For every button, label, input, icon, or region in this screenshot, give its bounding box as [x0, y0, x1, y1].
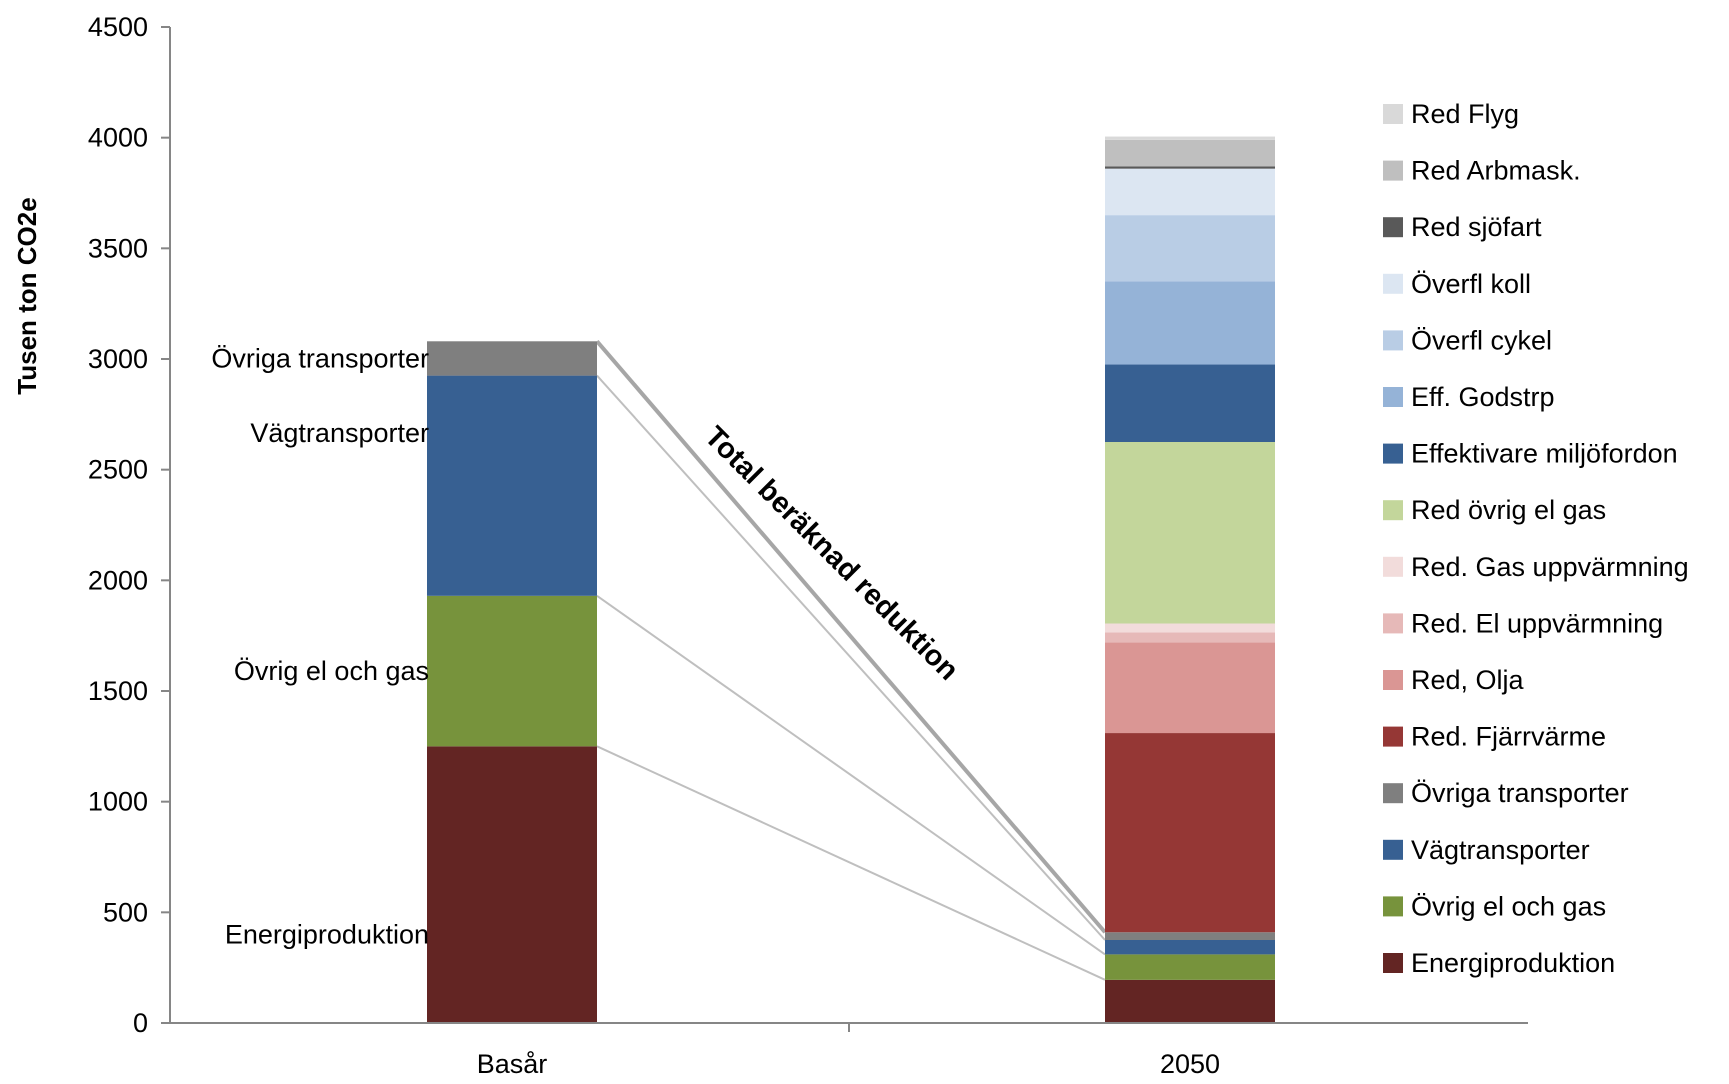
legend-swatch-red-el-uppvarmning [1383, 613, 1403, 634]
legend-swatch-red-sjofart [1383, 217, 1403, 238]
legend-label-red-gas-uppvarmning: Red. Gas uppvärmning [1411, 552, 1689, 582]
bar-segment-2050-red-el-uppvarmning [1105, 632, 1275, 643]
y-axis-label: Tusen ton CO2e [12, 197, 42, 394]
legend: Red Flyg Red Arbmask. Red sjöfart Överfl ko… [1383, 99, 1689, 978]
y-tick-label: 4000 [88, 123, 148, 153]
legend-label-red-flyg: Red Flyg [1411, 99, 1519, 129]
total-reduction-line [595, 339, 1107, 934]
bar-segment-2050-vagtransporter [1105, 940, 1275, 955]
legend-swatch-overfl-cykel [1383, 330, 1403, 351]
legend-label-red-fjarrvarme: Red. Fjärrvärme [1411, 722, 1606, 752]
legend-label-red-sjofart: Red sjöfart [1411, 212, 1542, 242]
connector-line [596, 595, 1106, 956]
bar-segment-2050-overfl-koll [1105, 168, 1275, 216]
y-tick-label: 3500 [88, 233, 148, 263]
bar-segment-2050-red-sjofart [1105, 166, 1275, 169]
bar-segment-basar-ovrig-el-och-gas [427, 595, 597, 747]
legend-swatch-red-arbmask [1383, 160, 1403, 181]
legend-label-overfl-koll: Överfl koll [1411, 269, 1531, 299]
bar-segment-basar-energiproduktion [427, 746, 597, 1023]
bar-segment-2050-eff-godstrp [1105, 281, 1275, 365]
legend-swatch-overfl-koll [1383, 273, 1403, 294]
legend-swatch-energiproduktion [1383, 953, 1403, 973]
y-tick-label: 2000 [88, 565, 148, 595]
connector-line [596, 374, 1106, 941]
reduction-annotation: Total beräknad reduktion [698, 421, 964, 687]
legend-label-ovrig-el-och-gas: Övrig el och gas [1411, 891, 1606, 921]
legend-label-vagtransporter: Vägtransporter [1411, 835, 1590, 865]
y-tick-label: 4500 [88, 12, 148, 42]
bar-segment-2050-ovrig-el-och-gas [1105, 954, 1275, 980]
bar-segment-2050-red-olja [1105, 642, 1275, 734]
legend-label-energiproduktion: Energiproduktion [1411, 948, 1615, 978]
bar-segment-2050-red-fjarrvarme [1105, 733, 1275, 933]
legend-swatch-ovriga-transporter [1383, 783, 1403, 804]
legend-label-red-arbmask: Red Arbmask. [1411, 156, 1581, 186]
y-tick-label: 1000 [88, 787, 148, 817]
legend-swatch-eff-godstrp [1383, 387, 1403, 407]
connector-lines [595, 339, 1107, 981]
bar-segment-2050-energiproduktion [1105, 979, 1275, 1023]
segment-label-ovrig-el-och-gas: Övrig el och gas [234, 656, 429, 686]
legend-swatch-vagtransporter [1383, 839, 1403, 860]
legend-label-effektivare-miljofordon: Effektivare miljöfordon [1411, 439, 1678, 469]
bars [427, 136, 1275, 1023]
bar-segment-2050-overfl-cykel [1105, 215, 1275, 282]
legend-label-red-el-uppvarmning: Red. El uppvärmning [1411, 608, 1663, 638]
legend-swatch-effektivare-miljofordon [1383, 443, 1403, 464]
legend-swatch-red-ovrig-el-gas [1383, 500, 1403, 521]
y-tick-label: 1500 [88, 676, 148, 706]
bar-segment-2050-effektivare-miljofordon [1105, 364, 1275, 442]
bar-segment-2050-red-arbmask [1105, 139, 1275, 167]
x-category-label: Basår [477, 1049, 548, 1079]
legend-label-overfl-cykel: Överfl cykel [1411, 325, 1552, 355]
bar-segment-2050-red-flyg [1105, 136, 1275, 140]
legend-label-red-olja: Red, Olja [1411, 665, 1525, 695]
segment-label-energiproduktion: Energiproduktion [225, 919, 429, 949]
bar-segment-2050-ovriga-transporter [1105, 932, 1275, 940]
y-tick-label: 2500 [88, 455, 148, 485]
segment-labels: Energiproduktion Övrig el och gas Vägtrans… [211, 343, 429, 949]
bar-segment-2050-red-ovrig-el-gas [1105, 442, 1275, 624]
y-tick-label: 500 [103, 897, 148, 927]
segment-label-ovriga-transporter: Övriga transporter [211, 343, 429, 373]
connector-line [596, 745, 1106, 981]
legend-swatch-red-fjarrvarme [1383, 726, 1403, 747]
bar-segment-2050-red-gas-uppvarmning [1105, 623, 1275, 633]
y-tick-label: 0 [133, 1008, 148, 1038]
y-tick-label: 3000 [88, 344, 148, 374]
legend-swatch-red-olja [1383, 670, 1403, 690]
bar-segment-basar-vagtransporter [427, 375, 597, 596]
legend-label-red-ovrig-el-gas: Red övrig el gas [1411, 495, 1606, 525]
legend-label-ovriga-transporter: Övriga transporter [1411, 778, 1629, 808]
segment-label-vagtransporter: Vägtransporter [250, 418, 429, 448]
legend-swatch-ovrig-el-och-gas [1383, 896, 1403, 917]
legend-swatch-red-gas-uppvarmning [1383, 556, 1403, 577]
axes: 0 500 1000 1500 2000 2500 3000 3500 4000 4500 Baså… [88, 12, 1528, 1079]
x-category-label: 2050 [1160, 1049, 1220, 1079]
bar-segment-basar-ovriga-transporter [427, 341, 597, 376]
legend-label-eff-godstrp: Eff. Godstrp [1411, 382, 1555, 412]
legend-swatch-red-flyg [1383, 104, 1403, 124]
